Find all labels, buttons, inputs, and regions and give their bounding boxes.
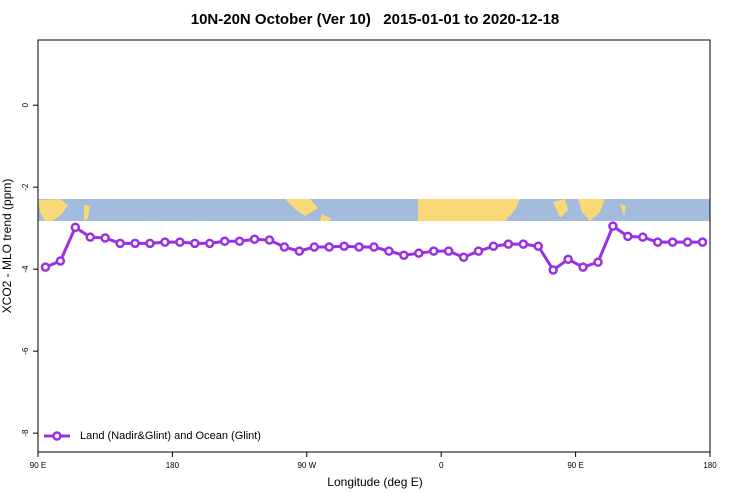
- point: [473, 246, 484, 256]
- point: [667, 237, 678, 247]
- point: [354, 242, 364, 252]
- point: [384, 246, 394, 256]
- x-tick-label: 90 E: [30, 461, 46, 470]
- point: [608, 221, 618, 231]
- point: [130, 238, 140, 249]
- point: [682, 237, 693, 247]
- y-tick-label: -4: [21, 265, 30, 273]
- point: [488, 241, 499, 251]
- point: [533, 241, 544, 251]
- point: [458, 252, 469, 263]
- point: [324, 242, 334, 252]
- point: [339, 241, 349, 251]
- point: [160, 237, 170, 247]
- point: [578, 262, 588, 272]
- point: [115, 238, 125, 249]
- point: [638, 232, 648, 242]
- point: [652, 237, 663, 247]
- x-tick-label: 0: [439, 461, 444, 470]
- point: [428, 246, 439, 256]
- y-tick-label: -6: [21, 347, 30, 355]
- legend-marker: [52, 431, 62, 441]
- point: [145, 238, 155, 249]
- point: [249, 234, 260, 244]
- y-tick-label: -8: [21, 429, 30, 437]
- x-axis-label: Longitude (deg E): [327, 475, 422, 489]
- point: [697, 237, 708, 247]
- x-tick-label: 180: [703, 461, 717, 470]
- point: [548, 265, 558, 275]
- y-tick-label: 0: [21, 102, 30, 107]
- point: [563, 254, 573, 265]
- point: [399, 250, 409, 260]
- legend-label: Land (Nadir&Glint) and Ocean (Glint): [80, 430, 261, 442]
- point: [443, 246, 454, 256]
- point: [593, 257, 603, 267]
- point: [279, 242, 290, 252]
- point: [503, 239, 514, 249]
- point: [234, 236, 245, 247]
- point: [175, 237, 185, 247]
- map-strip: [38, 199, 710, 221]
- point: [70, 222, 81, 233]
- x-tick-label: 90 W: [297, 461, 316, 470]
- point: [264, 235, 275, 245]
- plot-frame: [37, 39, 711, 453]
- point: [40, 262, 51, 272]
- point: [204, 238, 215, 249]
- x-tick-label: 180: [166, 461, 180, 470]
- point: [85, 232, 96, 242]
- point: [100, 233, 110, 243]
- y-axis-label: XCO2 - MLO trend (ppm): [0, 179, 14, 314]
- point: [219, 236, 230, 247]
- point: [55, 256, 66, 266]
- x-tick-label: 90 E: [567, 461, 583, 470]
- y-tick-label: -2: [21, 183, 30, 191]
- point: [309, 242, 320, 252]
- point: [623, 231, 633, 242]
- point: [369, 242, 379, 252]
- point: [190, 238, 200, 249]
- point: [518, 239, 529, 249]
- point: [294, 246, 305, 256]
- point: [414, 248, 424, 258]
- chart-title: 10N-20N October (Ver 10) 2015-01-01 to 2…: [191, 11, 560, 28]
